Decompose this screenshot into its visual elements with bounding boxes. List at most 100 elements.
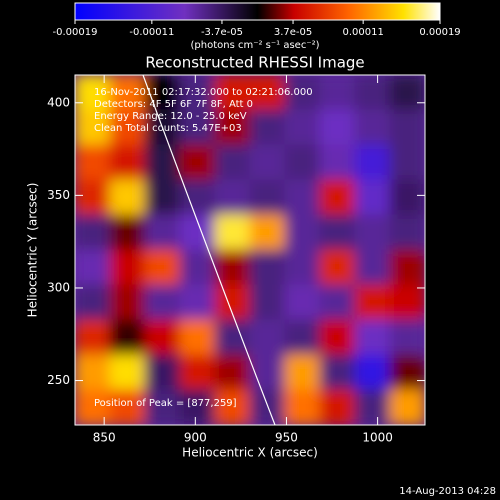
heat-cell	[319, 214, 356, 251]
heat-cell	[214, 75, 251, 111]
y-tick-label: 400	[47, 95, 70, 109]
heat-cell	[284, 389, 321, 425]
heat-cell	[75, 249, 111, 286]
heat-cell	[284, 284, 321, 321]
heat-cell	[319, 144, 356, 181]
x-tick-label: 850	[93, 431, 116, 445]
heat-cell	[214, 319, 251, 356]
heat-cell	[144, 284, 181, 321]
colorbar-tick-label: -3.7e-05	[201, 27, 243, 38]
heat-cell	[319, 109, 356, 146]
heat-cell	[109, 284, 146, 321]
colorbar-tick-label: 0.00011	[342, 27, 383, 38]
annotation: 16-Nov-2011 02:17:32.000 to 02:21:06.000	[94, 87, 313, 98]
heat-cell	[214, 249, 251, 286]
heat-cell	[214, 144, 251, 181]
chart-title: Reconstructed RHESSI Image	[145, 54, 364, 72]
heat-cell	[354, 144, 391, 181]
heat-cell	[354, 109, 391, 146]
heat-cell	[144, 354, 181, 391]
annotation: Energy Range: 12.0 - 25.0 keV	[94, 111, 247, 122]
heat-cell	[109, 389, 146, 425]
heat-cell	[249, 179, 286, 216]
colorbar-tick-label: 0.00019	[419, 27, 460, 38]
x-tick-label: 1000	[362, 431, 393, 445]
heat-cell	[249, 109, 286, 146]
heat-cell	[389, 389, 425, 425]
heat-cell	[214, 109, 251, 146]
heat-cell	[109, 144, 146, 181]
heat-cell	[179, 354, 216, 391]
heat-cell	[319, 284, 356, 321]
heat-cell	[179, 319, 216, 356]
heat-cell	[284, 354, 321, 391]
heat-cell	[144, 144, 181, 181]
heat-cell	[354, 354, 391, 391]
heat-cell	[284, 144, 321, 181]
heat-cell	[389, 144, 425, 181]
heat-cell	[389, 354, 425, 391]
heat-cell	[354, 214, 391, 251]
annotation: Clean Total counts: 5.47E+03	[94, 123, 242, 134]
heat-cell	[354, 179, 391, 216]
heat-cell	[75, 319, 111, 356]
heat-cell	[109, 249, 146, 286]
heatmap	[75, 75, 425, 425]
footer: 14-Aug-2013 04:28	[399, 486, 496, 497]
heat-cell	[75, 354, 111, 391]
x-axis-label: Heliocentric X (arcsec)	[182, 446, 318, 460]
heat-cell	[249, 75, 286, 111]
heat-cell	[144, 75, 181, 111]
annotation: Detectors: 4F 5F 6F 7F 8F, Att 0	[94, 99, 253, 110]
plot-frame	[74, 74, 426, 426]
heat-cell	[354, 249, 391, 286]
y-axis-label: Heliocentric Y (arcsec)	[26, 183, 40, 318]
heat-cell	[179, 75, 216, 111]
heat-cell	[109, 179, 146, 216]
heat-cell	[109, 109, 146, 146]
x-tick-label: 950	[275, 431, 298, 445]
heat-cell	[284, 179, 321, 216]
heat-cell	[319, 319, 356, 356]
heat-cell	[75, 284, 111, 321]
heat-cell	[214, 354, 251, 391]
heat-cell	[319, 249, 356, 286]
y-tick-label: 300	[47, 280, 70, 294]
heat-cell	[214, 214, 251, 251]
heat-cell	[389, 319, 425, 356]
heat-cell	[354, 389, 391, 425]
heat-cell	[75, 179, 111, 216]
heat-cell	[109, 354, 146, 391]
heat-cell	[144, 389, 181, 425]
heat-cell	[179, 109, 216, 146]
colorbar-tick-label: 3.7e-05	[274, 27, 312, 38]
colorbar-tick-label: -0.00019	[53, 27, 98, 38]
heat-cell	[319, 389, 356, 425]
heat-cell	[144, 249, 181, 286]
heat-cell	[75, 109, 111, 146]
heat-cell	[319, 75, 356, 111]
y-tick-label: 250	[47, 373, 70, 387]
heat-cell	[179, 284, 216, 321]
heat-cell	[109, 319, 146, 356]
heat-cell	[144, 214, 181, 251]
heat-cell	[75, 144, 111, 181]
heat-cell	[75, 214, 111, 251]
heat-cell	[389, 249, 425, 286]
heat-cell	[284, 75, 321, 111]
heat-cell	[179, 389, 216, 425]
heat-cell	[354, 284, 391, 321]
x-tick-label: 900	[184, 431, 207, 445]
heat-cell	[389, 179, 425, 216]
heat-cell	[354, 319, 391, 356]
solar-limb	[142, 75, 276, 425]
colorbar-label: (photons cm⁻² s⁻¹ asec⁻²)	[190, 40, 319, 51]
heat-cell	[389, 214, 425, 251]
heat-cell	[179, 249, 216, 286]
heat-cell	[179, 144, 216, 181]
heat-cell	[144, 319, 181, 356]
heat-cell	[109, 214, 146, 251]
heat-cell	[249, 354, 286, 391]
heat-cell	[249, 214, 286, 251]
